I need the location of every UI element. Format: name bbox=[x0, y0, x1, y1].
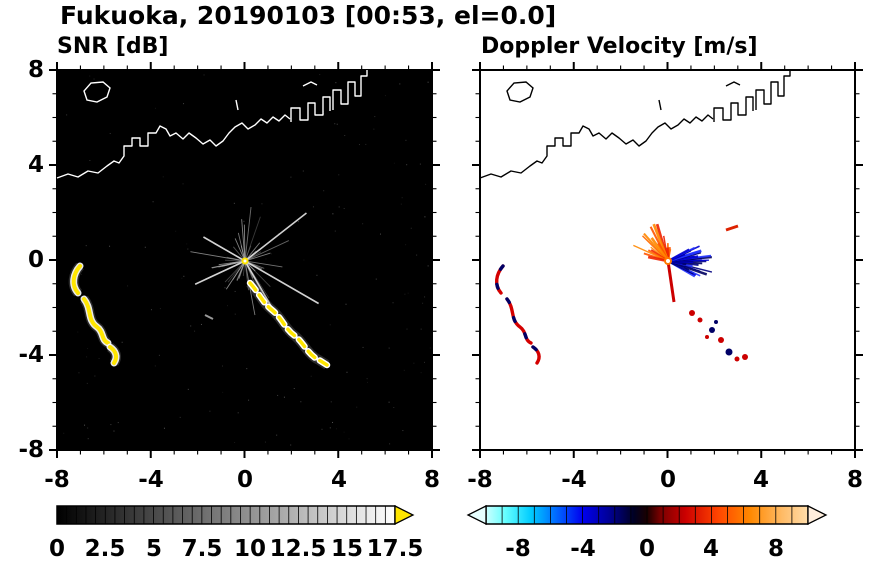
y-tick-label: 8 bbox=[27, 57, 44, 83]
axis-ticks bbox=[472, 62, 863, 458]
noise-speckle bbox=[63, 74, 431, 446]
island-outline bbox=[83, 81, 111, 103]
y-tick-label: 0 bbox=[27, 247, 44, 273]
velocity-colorbar-ticks bbox=[501, 506, 793, 524]
clutter-starburst bbox=[190, 207, 320, 316]
x-tick-label: -8 bbox=[44, 467, 70, 493]
snr-panel-title: SNR [dB] bbox=[57, 34, 169, 59]
velocity-over-range-arrow bbox=[807, 504, 828, 526]
small-echo bbox=[204, 314, 214, 320]
snr-colorbar bbox=[56, 504, 415, 526]
snr-colorbar-label: 2.5 bbox=[84, 536, 126, 562]
x-tick-label: 8 bbox=[846, 467, 864, 493]
snr-colorbar-label: 0 bbox=[48, 536, 66, 562]
snr-colorbar-ticks bbox=[66, 506, 386, 524]
snr-echo-chain bbox=[246, 279, 331, 370]
x-tick-label: -4 bbox=[138, 467, 164, 493]
velocity-colorbar-label: -4 bbox=[570, 536, 596, 562]
velocity-streak bbox=[725, 224, 739, 232]
y-tick-label: -4 bbox=[18, 342, 44, 368]
velocity-colorbar-label: -8 bbox=[505, 536, 531, 562]
snr-colorbar-label: 5 bbox=[145, 536, 163, 562]
x-tick-label: -4 bbox=[561, 467, 587, 493]
velocity-colorbar-label: 8 bbox=[767, 536, 785, 562]
velocity-colorbar bbox=[466, 504, 828, 526]
velocity-echo-chain bbox=[689, 310, 748, 362]
velocity-panel-title: Doppler Velocity [m/s] bbox=[481, 34, 758, 59]
snr-colorbar-label: 10 bbox=[233, 536, 267, 562]
x-tick-label: 4 bbox=[752, 467, 770, 493]
velocity-west-echoes bbox=[495, 264, 541, 365]
island-outline bbox=[506, 81, 534, 103]
snr-colorbar-bar bbox=[56, 505, 396, 525]
velocity-colorbar-label: 0 bbox=[638, 536, 656, 562]
coastline bbox=[56, 70, 368, 179]
x-tick-label: 4 bbox=[330, 467, 348, 493]
coastline bbox=[479, 70, 791, 179]
velocity-colorbar-label: 4 bbox=[702, 536, 720, 562]
snr-west-echoes bbox=[68, 262, 122, 367]
snr-over-range-arrow bbox=[394, 504, 415, 526]
y-tick-label: -8 bbox=[18, 437, 44, 463]
x-tick-label: 8 bbox=[423, 467, 441, 493]
velocity-under-range-arrow bbox=[466, 504, 487, 526]
velocity-streak bbox=[666, 260, 676, 303]
snr-colorbar-label: 17.5 bbox=[366, 536, 424, 562]
x-tick-label: -8 bbox=[467, 467, 493, 493]
snr-colorbar-label: 7.5 bbox=[181, 536, 223, 562]
axis-ticks bbox=[49, 62, 440, 458]
x-tick-label: 0 bbox=[659, 467, 677, 493]
snr-colorbar-label: 15 bbox=[330, 536, 364, 562]
snr-colorbar-label: 12.5 bbox=[269, 536, 327, 562]
x-tick-label: 0 bbox=[236, 467, 254, 493]
velocity-fan-negative bbox=[667, 245, 713, 278]
velocity-plot bbox=[472, 62, 863, 458]
snr-plot bbox=[49, 62, 440, 458]
figure-title: Fukuoka, 20190103 [00:53, el=0.0] bbox=[60, 1, 557, 30]
y-tick-label: 4 bbox=[27, 152, 44, 178]
